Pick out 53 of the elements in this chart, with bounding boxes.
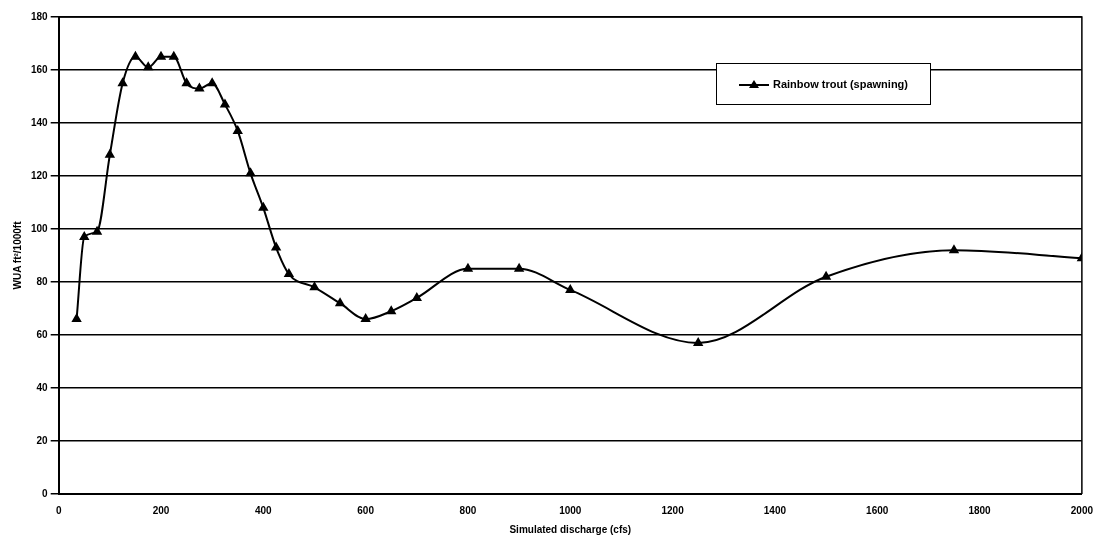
x-tick-label: 200 bbox=[152, 504, 170, 516]
point bbox=[182, 78, 192, 87]
point bbox=[514, 263, 524, 272]
point bbox=[246, 168, 255, 177]
y-tick-label: 40 bbox=[36, 381, 49, 393]
x-tick-label: 1800 bbox=[968, 504, 992, 516]
point bbox=[271, 242, 281, 251]
x-tick-label: 400 bbox=[254, 504, 273, 516]
point bbox=[169, 51, 179, 60]
y-tick-label: 140 bbox=[31, 116, 49, 128]
legend-label: Rainbow trout (spawning) bbox=[772, 78, 908, 90]
point bbox=[220, 99, 230, 108]
y-tick-label: 60 bbox=[36, 328, 49, 340]
x-tick-label: 1000 bbox=[559, 504, 582, 516]
point bbox=[156, 51, 166, 60]
y-tick-label: 180 bbox=[31, 10, 49, 22]
point bbox=[565, 284, 575, 293]
point bbox=[194, 83, 204, 92]
x-axis-title: Simulated discharge (cfs) bbox=[509, 523, 632, 535]
point bbox=[118, 78, 128, 87]
x-tick-label: 2000 bbox=[1070, 504, 1094, 516]
y-tick-label: 160 bbox=[31, 63, 49, 75]
y-tick-label: 0 bbox=[42, 487, 49, 499]
point bbox=[207, 78, 217, 87]
point bbox=[72, 314, 82, 323]
point bbox=[284, 269, 294, 278]
point bbox=[412, 292, 422, 301]
x-tick-label: 1400 bbox=[763, 504, 787, 516]
x-tick-label: 600 bbox=[357, 504, 375, 516]
point bbox=[693, 337, 703, 346]
point bbox=[130, 51, 140, 60]
point bbox=[143, 62, 153, 71]
point bbox=[92, 226, 102, 235]
point bbox=[463, 263, 473, 272]
point bbox=[233, 125, 243, 134]
y-tick-label: 100 bbox=[31, 222, 49, 234]
point bbox=[105, 149, 115, 158]
x-tick-label: 1600 bbox=[866, 504, 889, 516]
point bbox=[310, 282, 319, 291]
x-tick-label: 1200 bbox=[661, 504, 685, 516]
point bbox=[361, 314, 371, 323]
x-tick-label: 800 bbox=[459, 504, 477, 516]
x-tick-label: 0 bbox=[55, 504, 62, 516]
y-tick-label: 20 bbox=[36, 434, 49, 446]
y-tick-label: 120 bbox=[31, 169, 49, 181]
point bbox=[386, 306, 396, 315]
y-axis-title: WUA ft²/1000ft bbox=[11, 220, 23, 290]
y-tick-label: 80 bbox=[36, 275, 49, 287]
point bbox=[258, 202, 268, 211]
point bbox=[335, 298, 345, 307]
point bbox=[79, 231, 89, 240]
point bbox=[821, 271, 831, 280]
point bbox=[949, 245, 959, 254]
